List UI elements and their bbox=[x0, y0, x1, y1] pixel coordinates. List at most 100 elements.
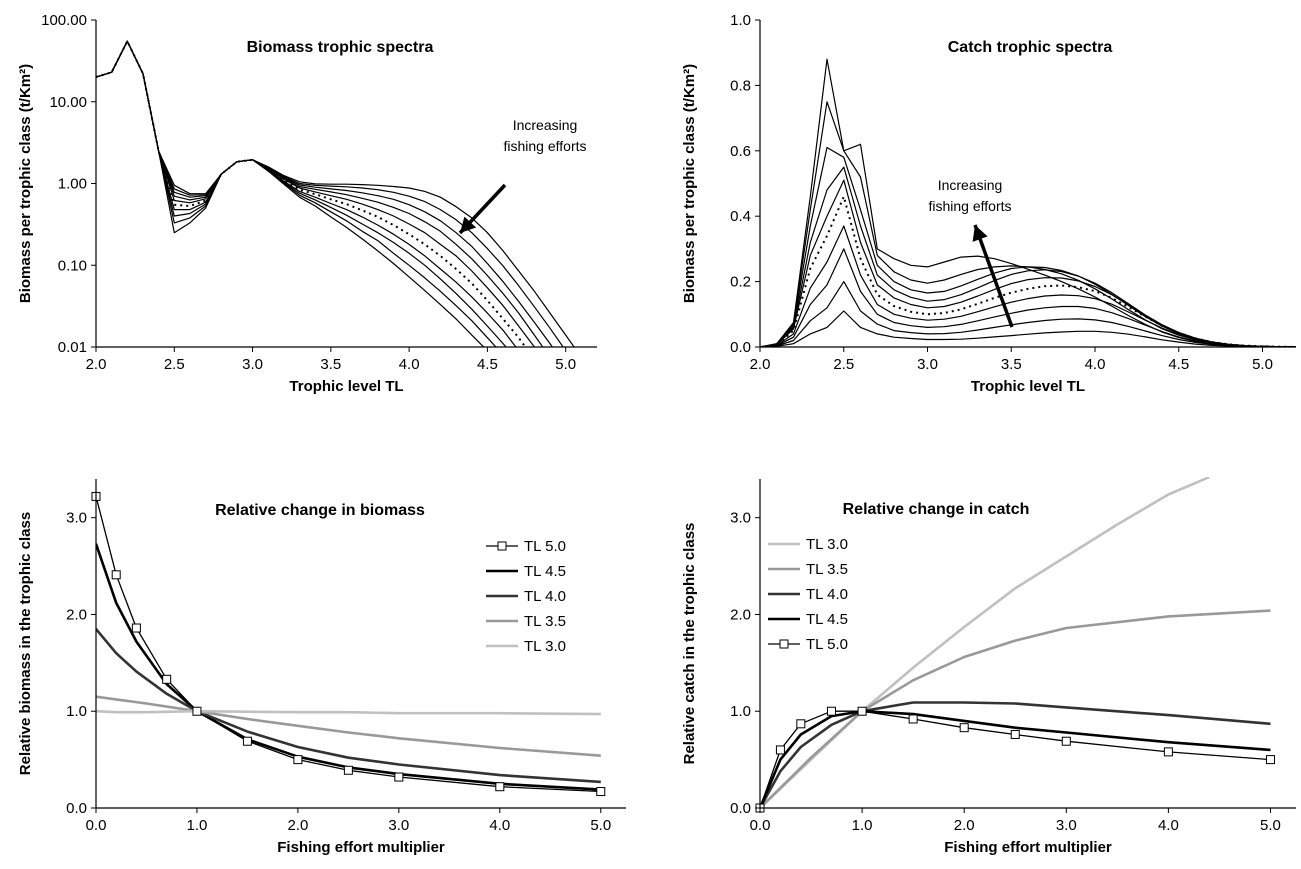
data-point-marker bbox=[111, 570, 121, 580]
x-tick-label: 5.0 bbox=[1260, 817, 1281, 834]
data-point-marker bbox=[242, 736, 252, 746]
series-group bbox=[760, 477, 1271, 808]
x-tick-label: 5.0 bbox=[590, 817, 611, 834]
annotation-arrow-head bbox=[972, 225, 988, 242]
chart-title: Relative change in catch bbox=[843, 501, 1030, 518]
x-axis-label: Trophic level TL bbox=[971, 378, 1085, 395]
series-line bbox=[96, 40, 507, 347]
x-tick-label: 0.0 bbox=[750, 817, 771, 834]
y-tick-label: 2.0 bbox=[66, 606, 87, 623]
chart-title: Biomass trophic spectra bbox=[247, 39, 434, 56]
y-tick-label: 1.0 bbox=[66, 703, 87, 720]
annotation-line: Increasing bbox=[513, 117, 578, 133]
legend: TL 3.0 TL 3.5 TL 4.0 TL 4.5 TL 5.0 bbox=[768, 536, 848, 653]
series-line bbox=[96, 40, 554, 347]
data-point-marker bbox=[1265, 755, 1275, 765]
x-tick-label: 3.0 bbox=[1056, 817, 1077, 834]
x-tick-label: 1.0 bbox=[187, 817, 208, 834]
data-point-marker bbox=[293, 755, 303, 765]
data-point-marker bbox=[857, 706, 867, 716]
legend-label: TL 4.0 bbox=[524, 588, 566, 605]
y-axis-label: Biomass per trophic class (t/Km²) bbox=[17, 64, 34, 303]
x-tick-label: 4.0 bbox=[1158, 817, 1179, 834]
legend-label: TL 3.0 bbox=[806, 536, 848, 553]
data-point-marker bbox=[596, 787, 606, 797]
y-tick-label: 0.2 bbox=[730, 274, 751, 291]
series-group bbox=[760, 58, 1296, 347]
legend-label: TL 3.5 bbox=[524, 613, 566, 630]
annotation-line: fishing efforts bbox=[928, 198, 1011, 214]
series-line bbox=[96, 543, 601, 791]
x-tick-label: 2.0 bbox=[954, 817, 975, 834]
x-tick-label: 4.0 bbox=[1085, 356, 1106, 373]
x-tick-label: 4.0 bbox=[489, 817, 510, 834]
series-line bbox=[96, 40, 575, 347]
x-axis-label: Fishing effort multiplier bbox=[944, 839, 1112, 856]
y-axis-label: Relative biomass in the trophic class bbox=[17, 512, 34, 775]
data-point-marker bbox=[394, 772, 404, 782]
y-tick-label: 0.10 bbox=[58, 257, 87, 274]
series-line bbox=[760, 195, 1296, 347]
series-line bbox=[760, 709, 1271, 808]
annotation-line: Increasing bbox=[938, 177, 1003, 193]
legend: TL 5.0 TL 4.5 TL 4.0 TL 3.5 TL 3.0 bbox=[486, 538, 566, 655]
y-tick-label: 0.0 bbox=[730, 339, 751, 356]
y-tick-label: 3.0 bbox=[730, 510, 751, 527]
annotation-text: Increasing fishing efforts bbox=[928, 177, 1011, 214]
data-point-marker bbox=[343, 765, 353, 775]
y-tick-label: 10.00 bbox=[49, 94, 87, 111]
y-tick-label: 0.01 bbox=[58, 339, 87, 356]
y-tick-label: 0.4 bbox=[730, 208, 751, 225]
x-tick-label: 3.0 bbox=[917, 356, 938, 373]
x-axis-label: Trophic level TL bbox=[289, 378, 403, 395]
legend-label: TL 4.0 bbox=[806, 586, 848, 603]
legend-marker bbox=[497, 541, 507, 551]
y-axis-label: Biomass per trophic class (t/Km²) bbox=[681, 64, 698, 303]
x-tick-label: 4.0 bbox=[399, 356, 420, 373]
y-tick-label: 0.8 bbox=[730, 77, 751, 94]
data-point-marker bbox=[826, 706, 836, 716]
x-tick-label: 3.0 bbox=[242, 356, 263, 373]
series-line bbox=[760, 248, 1296, 347]
data-point-marker bbox=[959, 723, 969, 733]
x-tick-label: 2.5 bbox=[833, 356, 854, 373]
data-point-marker bbox=[1010, 729, 1020, 739]
annotation-text: Increasing fishing efforts bbox=[503, 117, 586, 154]
series-line bbox=[96, 40, 485, 347]
legend-label: TL 5.0 bbox=[524, 538, 566, 555]
series-line bbox=[96, 40, 497, 347]
x-tick-label: 5.0 bbox=[1252, 356, 1273, 373]
x-tick-label: 2.0 bbox=[287, 817, 308, 834]
annotation-arrow-head bbox=[460, 216, 477, 233]
data-point-marker bbox=[495, 782, 505, 792]
x-tick-label: 0.0 bbox=[86, 817, 107, 834]
data-point-marker bbox=[1163, 747, 1173, 757]
series-group bbox=[96, 40, 575, 347]
y-tick-label: 1.0 bbox=[730, 12, 751, 29]
legend-label: TL 3.5 bbox=[806, 561, 848, 578]
chart-panel-3: 0.0 1.0 2.0 3.0 4.0 5.0 0.0 1.0 2.0 3.0 Fishing ef… bbox=[17, 479, 626, 856]
chart-panel-2: 2.0 2.5 3.0 3.5 4.0 4.5 5.0 0.0 0.2 0.4 0.6 0.8 1.0 T… bbox=[681, 12, 1296, 395]
x-tick-label: 3.5 bbox=[1001, 356, 1022, 373]
data-point-marker bbox=[796, 719, 806, 729]
y-tick-label: 100.00 bbox=[41, 12, 87, 29]
y-tick-label: 2.0 bbox=[730, 606, 751, 623]
x-tick-label: 3.0 bbox=[388, 817, 409, 834]
y-axis-label: Relative catch in the trophic class bbox=[681, 523, 698, 765]
series-line bbox=[760, 310, 1296, 347]
legend-label: TL 4.5 bbox=[524, 563, 566, 580]
series-line bbox=[96, 40, 536, 347]
y-tick-label: 0.0 bbox=[66, 800, 87, 817]
x-tick-label: 2.0 bbox=[86, 356, 107, 373]
annotation-arrow-shaft bbox=[973, 224, 1014, 328]
chart-title: Catch trophic spectra bbox=[948, 39, 1113, 56]
series-line bbox=[96, 695, 601, 757]
data-point-marker bbox=[908, 714, 918, 724]
legend-label: TL 3.0 bbox=[524, 638, 566, 655]
legend-label: TL 5.0 bbox=[806, 636, 848, 653]
y-tick-label: 1.00 bbox=[58, 176, 87, 193]
chart-panel-4: 0.0 1.0 2.0 3.0 4.0 5.0 0.0 1.0 2.0 3.0 Fishing ef… bbox=[681, 477, 1296, 856]
x-tick-label: 4.5 bbox=[477, 356, 498, 373]
chart-panel-1: 2.0 2.5 3.0 3.5 4.0 4.5 5.0 0.01 0.10 1.00 10.00 10… bbox=[17, 12, 597, 395]
